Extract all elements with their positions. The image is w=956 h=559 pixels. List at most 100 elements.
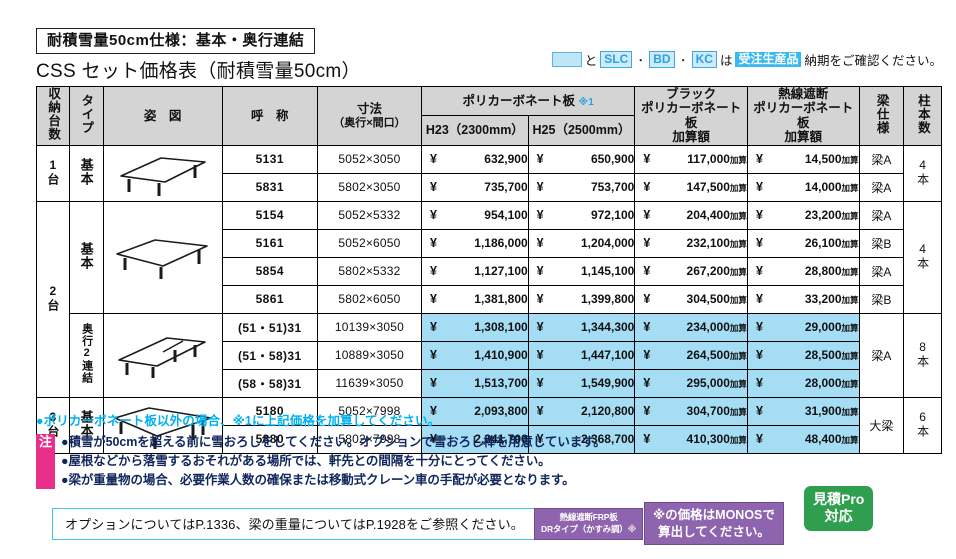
cell-add-black: ¥304,700加算 xyxy=(634,396,748,426)
cell-price-h23-amount: 1,127,100 xyxy=(474,264,528,278)
cell-add-black: ¥267,200加算 xyxy=(634,256,748,286)
cell-add-heat-amount: 28,000加算 xyxy=(804,376,859,390)
legend-code-kc: KC xyxy=(691,51,717,68)
cell-add-heat-amount: 26,100加算 xyxy=(804,236,859,250)
caution-line-1: ●積雪が50cmを超える前に雪おろしをしてください。オプションで雪おろし棒を用意… xyxy=(61,435,606,449)
th-dim-main: 寸法 xyxy=(356,102,382,117)
add-suffix: 加算 xyxy=(729,295,747,305)
cell-price-h23: ¥2,093,800 xyxy=(421,396,529,426)
cell-name: 5880 xyxy=(221,424,318,454)
yen-sign: ¥ xyxy=(430,292,437,306)
cell-price-h25-amount: 1,344,300 xyxy=(580,320,635,334)
caution-lines: ●積雪が50cmを超える前に雪おろしをしてください。オプションで雪おろし棒を用意… xyxy=(61,434,606,489)
yen-sign: ¥ xyxy=(536,404,544,418)
legend-code-slc: SLC xyxy=(600,51,633,68)
cell-add-black-amount: 304,500加算 xyxy=(686,292,747,306)
caution-block: 注 ●積雪が50cmを超える前に雪おろしをしてください。オプションで雪おろし棒を… xyxy=(36,434,606,490)
table-row: 5854 5802×5332 ¥1,127,100 ¥1,145,100 ¥267,20… xyxy=(37,256,942,286)
yen-sign: ¥ xyxy=(536,180,544,194)
legend-sep-1: ・ xyxy=(635,54,647,67)
cell-add-heat-amount: 23,200加算 xyxy=(804,208,859,222)
cell-beam: 梁A xyxy=(858,312,905,398)
table-row: 5861 5802×6050 ¥1,381,800 ¥1,399,800 ¥304,50… xyxy=(37,284,942,314)
yen-sign: ¥ xyxy=(430,404,437,418)
add-suffix: 加算 xyxy=(841,323,859,333)
cell-add-black: ¥295,000加算 xyxy=(634,368,748,398)
table-head: 収納台数 タイプ 姿 図 呼 称 寸法 （奥行×間口） ポリカーボネート板 ※1… xyxy=(36,85,942,146)
cell-name: (51・58)31 xyxy=(221,340,318,370)
cell-beam: 梁A xyxy=(858,144,905,174)
th-post-label: 柱本数 xyxy=(915,93,930,135)
add-suffix: 加算 xyxy=(729,379,747,389)
cell-price-h23: ¥632,900 xyxy=(421,144,529,174)
yen-sign: ¥ xyxy=(643,376,651,390)
caution-line-2: ●屋根などから落雪するおそれがある場所では、軒先との間隔を十分にとってください。 xyxy=(61,453,551,468)
cell-add-black: ¥147,500加算 xyxy=(634,172,748,202)
th-qty: 収納台数 xyxy=(36,86,70,146)
pro-badge-l1: 見積Pro xyxy=(813,491,865,507)
yen-sign: ¥ xyxy=(755,180,763,194)
yen-sign: ¥ xyxy=(755,348,763,362)
post-label: 6本 xyxy=(915,409,930,438)
cell-add-black: ¥232,100加算 xyxy=(634,228,748,258)
cell-price-h23: ¥1,127,100 xyxy=(421,256,529,286)
yen-sign: ¥ xyxy=(643,180,651,194)
cell-add-heat: ¥28,800加算 xyxy=(746,256,860,286)
frp-badge-l1: 熱線遮断FRP板 xyxy=(559,512,618,522)
th-heat-l3: 加算額 xyxy=(784,130,822,145)
cell-beam: 梁A xyxy=(858,256,905,286)
cell-dimension: 5052×3050 xyxy=(316,144,423,174)
yen-sign: ¥ xyxy=(430,152,437,166)
yen-sign: ¥ xyxy=(755,264,763,278)
yen-sign: ¥ xyxy=(643,236,651,250)
cell-price-h25-amount: 2,120,800 xyxy=(580,404,635,418)
add-suffix: 加算 xyxy=(841,407,859,417)
add-suffix: 加算 xyxy=(729,407,747,417)
spec-badge: 耐積雪量50cm仕様：基本・奥行連結 xyxy=(36,28,316,55)
yen-sign: ¥ xyxy=(643,432,651,446)
cell-type: 基本 xyxy=(68,200,104,314)
cell-price-h23: ¥1,513,700 xyxy=(421,368,529,398)
cell-price-h23-amount: 2,093,800 xyxy=(474,404,528,418)
cell-dimension: 5802×6050 xyxy=(316,284,423,314)
cell-qty: 2台 xyxy=(36,200,70,398)
cell-figure xyxy=(102,200,223,314)
cell-beam: 梁A xyxy=(858,200,905,230)
cell-price-h23-amount: 1,410,900 xyxy=(474,348,528,362)
caution-line-3: ●梁が重量物の場合、必要作業人数の確保または移動式クレーン車の手配が必要となりま… xyxy=(61,472,575,487)
cell-price-h25: ¥2,120,800 xyxy=(527,396,636,426)
yen-sign: ¥ xyxy=(536,432,544,446)
cell-post: 4本 xyxy=(903,200,942,314)
cell-add-black: ¥234,000加算 xyxy=(634,312,748,342)
add-suffix: 加算 xyxy=(841,183,859,193)
table-row: (51・58)31 10889×3050 ¥1,410,900 ¥1,447,100 ¥… xyxy=(37,340,942,370)
cell-add-black-amount: 234,000加算 xyxy=(686,320,747,334)
cell-add-heat-amount: 29,000加算 xyxy=(804,320,859,334)
cell-post: 4本 xyxy=(903,144,942,202)
post-label: 8本 xyxy=(915,339,930,368)
cell-add-heat-amount: 14,000加算 xyxy=(804,180,859,194)
cell-dimension: 5052×7998 xyxy=(316,396,423,426)
yen-sign: ¥ xyxy=(643,348,651,362)
yen-sign: ¥ xyxy=(536,348,544,362)
cell-price-h23: ¥954,100 xyxy=(421,200,529,230)
cell-name: 5131 xyxy=(221,144,318,174)
table-row: 奥行2連結 (51・51)31 10139×3050 ¥1,308,100 ¥1,344… xyxy=(37,312,942,398)
cell-price-h25: ¥2,368,700 xyxy=(527,424,636,454)
cell-dimension: 5052×5332 xyxy=(316,200,423,230)
cell-add-black: ¥117,000加算 xyxy=(634,144,748,174)
cell-price-h25: ¥1,204,000 xyxy=(527,228,636,258)
cell-price-h23-amount: 735,700 xyxy=(484,180,528,194)
cell-beam: 大梁 xyxy=(858,396,905,454)
cell-add-black-amount: 410,300加算 xyxy=(686,432,747,446)
cell-add-heat: ¥29,000加算 xyxy=(746,312,860,342)
cell-price-h23-amount: 2,341,700 xyxy=(474,432,528,446)
cell-price-h23-amount: 1,513,700 xyxy=(474,376,528,390)
cell-price-h25: ¥1,344,300 xyxy=(527,312,636,342)
cell-price-h25-amount: 1,399,800 xyxy=(580,292,635,306)
cell-add-black-amount: 204,400加算 xyxy=(686,208,747,222)
yen-sign: ¥ xyxy=(755,292,763,306)
yen-sign: ¥ xyxy=(430,320,437,334)
add-suffix: 加算 xyxy=(729,267,747,277)
